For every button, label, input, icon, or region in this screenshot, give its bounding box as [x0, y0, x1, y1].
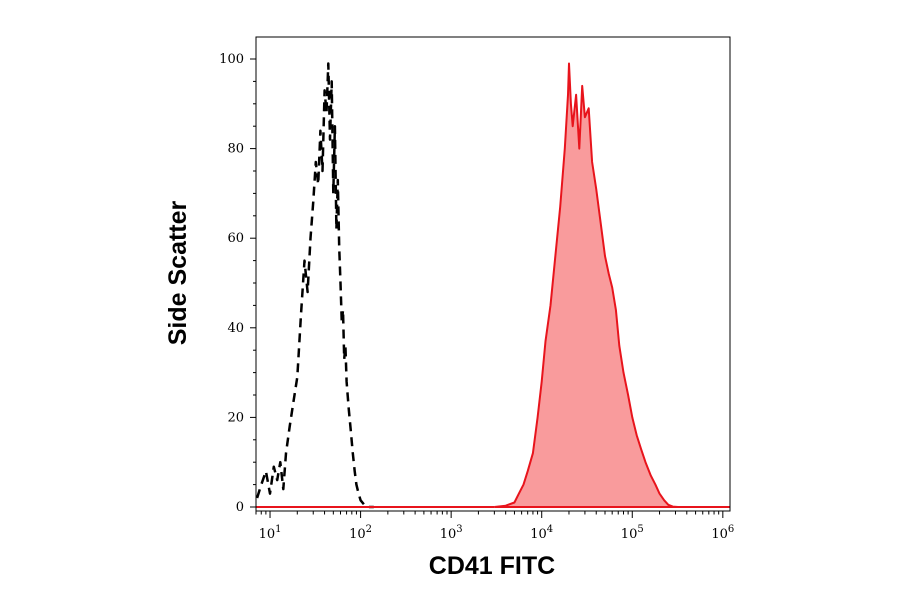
y-tick-label-5: 100	[219, 52, 244, 67]
x-axis-title: CD41 FITC	[429, 552, 555, 580]
y-axis-title: Side Scatter	[164, 200, 192, 345]
y-tick-label-4: 80	[227, 142, 244, 157]
y-tick-label-1: 20	[227, 410, 244, 425]
x-axis: 101 102 103 104 105 106	[255, 511, 734, 542]
x-tick-label-0: 101	[259, 524, 282, 542]
x-tick-label-5: 106	[711, 524, 734, 542]
y-tick-label-3: 60	[227, 231, 244, 246]
y-tick-label-2: 40	[227, 321, 244, 336]
series-layer	[255, 62, 730, 509]
y-tick-label-0: 0	[236, 500, 244, 515]
series-0-line	[255, 62, 374, 509]
x-tick-label-2: 103	[440, 524, 463, 542]
x-tick-label-4: 105	[621, 524, 644, 542]
plot-frame	[255, 36, 731, 512]
x-tick-label-1: 102	[349, 524, 372, 542]
y-axis: 0 20 40 60 80 100	[219, 52, 256, 515]
x-tick-label-3: 104	[530, 524, 553, 542]
series-1-area	[494, 63, 678, 507]
series-1-line	[494, 62, 679, 508]
